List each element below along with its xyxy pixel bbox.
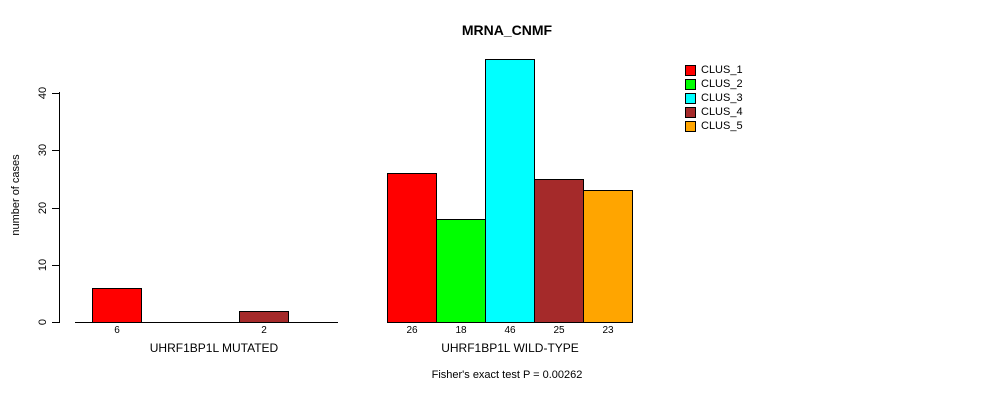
legend-color-swatch bbox=[685, 78, 696, 90]
bar-value-label: 25 bbox=[553, 325, 565, 336]
legend-item: CLUS_3 bbox=[685, 91, 743, 105]
legend-item-label: CLUS_1 bbox=[701, 64, 743, 76]
y-axis-tick-label: 20 bbox=[37, 201, 49, 215]
legend-item-label: CLUS_2 bbox=[701, 78, 743, 90]
legend-color-swatch bbox=[685, 64, 696, 76]
y-axis-tick-label: 10 bbox=[37, 258, 49, 272]
legend-color-swatch bbox=[685, 92, 696, 104]
y-axis-tick bbox=[52, 150, 59, 151]
bar-value-label: 18 bbox=[455, 325, 467, 336]
bar-clus_4 bbox=[239, 311, 289, 323]
bar-value-label: 2 bbox=[261, 325, 267, 336]
y-axis-tick-label: 40 bbox=[37, 86, 49, 100]
y-axis-tick-label: 0 bbox=[37, 318, 49, 326]
bar-value-label: 23 bbox=[602, 325, 614, 336]
y-axis-tick bbox=[52, 322, 59, 323]
chart-title: MRNA_CNMF bbox=[461, 22, 553, 38]
bar-clus_5 bbox=[583, 190, 633, 323]
legend-item-label: CLUS_4 bbox=[701, 106, 743, 118]
legend-item: CLUS_2 bbox=[685, 77, 743, 91]
legend-item-label: CLUS_3 bbox=[701, 92, 743, 104]
bar-value-label: 46 bbox=[504, 325, 516, 336]
bar-value-label: 6 bbox=[114, 325, 120, 336]
bar-clus_4 bbox=[534, 179, 584, 323]
legend-color-swatch bbox=[685, 106, 696, 118]
y-axis-tick-label: 30 bbox=[37, 143, 49, 157]
bar-clus_1 bbox=[387, 173, 437, 323]
bar-value-label: 26 bbox=[406, 325, 418, 336]
group-label-wildtype: UHRF1BP1L WILD-TYPE bbox=[441, 341, 579, 355]
legend: CLUS_1 CLUS_2 CLUS_3 CLUS_4 CLUS_5 bbox=[685, 63, 743, 133]
y-axis-tick bbox=[52, 208, 59, 209]
bar-clus_3 bbox=[485, 59, 535, 323]
y-axis-tick bbox=[52, 265, 59, 266]
fisher-test-annotation: Fisher's exact test P = 0.00262 bbox=[431, 369, 583, 381]
group-label-mutated: UHRF1BP1L MUTATED bbox=[149, 341, 279, 355]
legend-item: CLUS_4 bbox=[685, 105, 743, 119]
y-axis-line bbox=[59, 92, 60, 323]
legend-item: CLUS_5 bbox=[685, 119, 743, 133]
bar-clus_2 bbox=[436, 219, 486, 323]
bar-clus_1 bbox=[92, 288, 142, 323]
y-axis-tick bbox=[52, 93, 59, 94]
baseline-mutated bbox=[75, 322, 338, 323]
y-axis-title: number of cases bbox=[10, 154, 22, 236]
legend-color-swatch bbox=[685, 120, 696, 132]
legend-item: CLUS_1 bbox=[685, 63, 743, 77]
legend-item-label: CLUS_5 bbox=[701, 120, 743, 132]
